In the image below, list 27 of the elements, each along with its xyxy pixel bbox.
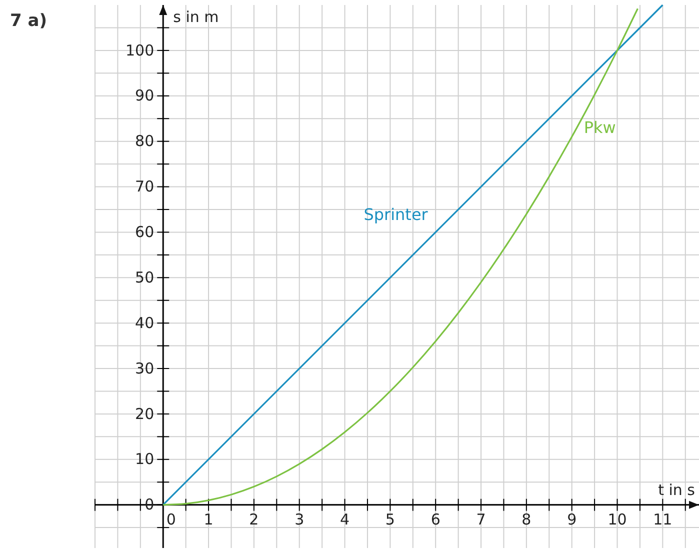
x-tick-label: 6 — [430, 510, 440, 528]
y-axis-title: s in m — [173, 8, 219, 26]
x-axis-title: t in s — [658, 480, 696, 499]
x-tick-label: 8 — [522, 510, 532, 528]
x-tick-label: 11 — [653, 510, 672, 528]
y-tick-label: 10 — [135, 450, 154, 468]
y-tick-label: 30 — [135, 359, 154, 378]
y-tick-label: 60 — [135, 222, 154, 241]
x-tick-label: 1 — [204, 510, 214, 528]
x-tick-label: 5 — [385, 510, 395, 528]
series-label: Pkw — [584, 118, 616, 137]
x-tick-label: 10 — [608, 510, 627, 528]
y-tick-label: 90 — [135, 86, 154, 105]
y-tick-label: 100 — [125, 41, 154, 60]
x-tick-label: 9 — [567, 510, 577, 528]
y-tick-label: 80 — [135, 132, 154, 150]
y-tick-label: 40 — [135, 314, 154, 332]
y-tick-label: 20 — [135, 404, 154, 423]
x-tick-label: 7 — [476, 510, 486, 528]
series-label: Sprinter — [364, 204, 428, 224]
chart-title: 7 a) — [10, 11, 47, 31]
y-tick-label: 50 — [135, 268, 154, 286]
x-tick-label: 3 — [294, 510, 304, 528]
x-tick-label: 2 — [249, 510, 259, 528]
x-tick-label: 4 — [340, 510, 350, 528]
y-tick-label: 70 — [135, 178, 154, 196]
x-tick-label: 0 — [166, 510, 176, 528]
